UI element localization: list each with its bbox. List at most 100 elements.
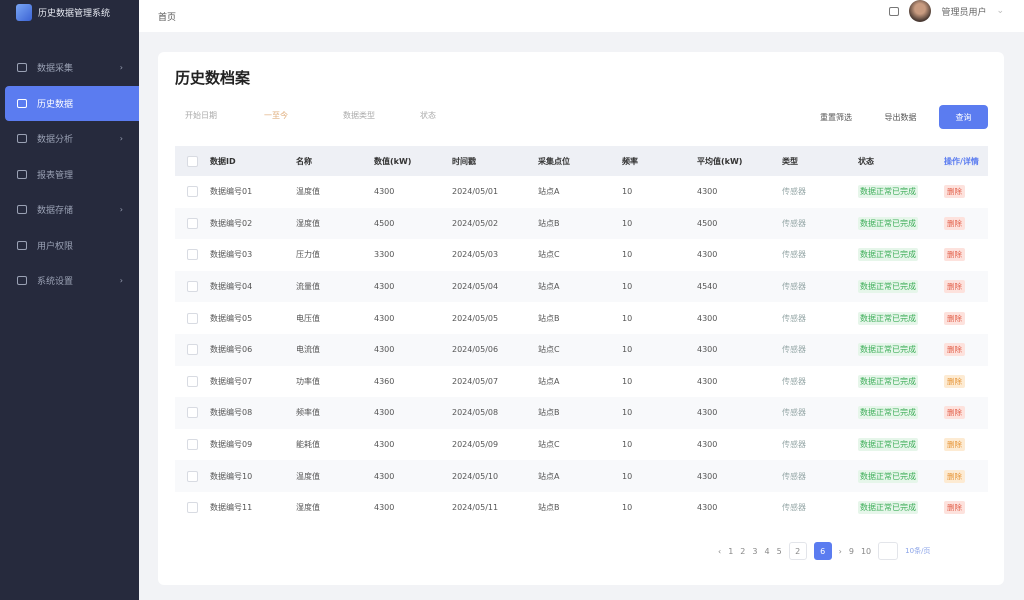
table-cell: 2024/05/04: [452, 282, 499, 292]
table-cell: 数据编号06: [210, 345, 253, 355]
query-button[interactable]: 查询: [939, 105, 988, 129]
delete-button[interactable]: 删除: [944, 280, 965, 294]
page-number[interactable]: 5: [776, 546, 782, 556]
date-range-label[interactable]: 一至今: [264, 111, 288, 120]
delete-button[interactable]: 删除: [944, 343, 965, 357]
page-number[interactable]: 3: [752, 546, 758, 556]
select-all-checkbox[interactable]: [187, 155, 198, 167]
sidebar-item-0[interactable]: 数据采集 ›: [0, 50, 139, 86]
table-cell: 4300: [374, 282, 395, 292]
table-row: 数据编号04 流量值 4300 2024/05/04 站点A 10 4540 传感器 数据正常已…: [175, 270, 988, 303]
table-cell: 4300: [697, 313, 718, 323]
avatar[interactable]: [909, 0, 932, 22]
chevron-down-icon[interactable]: ⌄: [996, 6, 1004, 16]
delete-button[interactable]: 删除: [944, 216, 965, 230]
table-cell: 数据编号02: [210, 218, 253, 228]
table-cell: 湿度值: [296, 218, 320, 228]
delete-button[interactable]: 删除: [944, 469, 965, 483]
top-header: 首页 管理员用户 ⌄: [139, 0, 1024, 32]
table-cell: 4300: [374, 440, 395, 450]
table-cell: 湿度值: [296, 503, 320, 513]
chevron-icon: ›: [119, 63, 123, 73]
table-cell: 数据编号01: [210, 187, 253, 197]
sidebar-item-6[interactable]: 系统设置 ›: [0, 263, 139, 299]
row-checkbox[interactable]: [187, 249, 198, 261]
row-checkbox[interactable]: [187, 186, 198, 198]
page-size-select[interactable]: 10条/页: [905, 547, 931, 555]
column-header[interactable]: 名称: [296, 156, 312, 166]
column-header[interactable]: 操作/详情: [944, 156, 979, 166]
row-checkbox[interactable]: [187, 439, 198, 451]
page-number[interactable]: 2: [788, 542, 807, 560]
status-tag: 数据正常已完成: [858, 185, 918, 199]
table-cell: 电流值: [296, 345, 320, 355]
table-row: 数据编号09 能耗值 4300 2024/05/09 站点C 10 4300 传感器 数据正常已…: [175, 429, 988, 461]
date-start-input[interactable]: 开始日期: [185, 111, 217, 120]
page-number[interactable]: 1: [728, 546, 734, 556]
table-cell: 站点B: [538, 218, 560, 228]
delete-button[interactable]: 删除: [944, 248, 965, 262]
row-checkbox[interactable]: [187, 407, 198, 419]
column-header[interactable]: 数值(kW): [374, 156, 412, 166]
table-cell: 传感器: [782, 471, 806, 481]
row-checkbox[interactable]: [187, 502, 198, 514]
delete-button[interactable]: 删除: [944, 438, 965, 452]
row-checkbox[interactable]: [187, 217, 198, 229]
table-cell: 4300: [374, 503, 395, 513]
column-header[interactable]: 平均值(kW): [697, 156, 743, 166]
table-cell: 电压值: [296, 313, 320, 323]
reset-button[interactable]: 重置筛选: [820, 112, 852, 122]
delete-button[interactable]: 删除: [944, 374, 965, 388]
message-icon[interactable]: [889, 6, 900, 16]
delete-button[interactable]: 删除: [944, 501, 965, 515]
page-title: 历史数档案: [175, 69, 251, 87]
delete-button[interactable]: 删除: [944, 406, 965, 420]
table-cell: 传感器: [782, 250, 806, 260]
row-checkbox[interactable]: [187, 375, 198, 387]
row-checkbox[interactable]: [187, 281, 198, 293]
page-number[interactable]: 4: [764, 546, 770, 556]
settings-icon: [17, 276, 27, 286]
table-row: 数据编号01 温度值 4300 2024/05/01 站点A 10 4300 传感器 数据正常已…: [175, 176, 988, 208]
chevron-icon: ›: [119, 205, 123, 215]
table-row: 数据编号05 电压值 4300 2024/05/05 站点B 10 4300 传感器 数据正常已…: [175, 302, 988, 334]
sidebar-item-4[interactable]: 数据存储 ›: [0, 192, 139, 228]
row-checkbox[interactable]: [187, 312, 198, 324]
table-cell: 4300: [697, 376, 718, 386]
prev-icon[interactable]: ‹: [718, 546, 722, 556]
export-button[interactable]: 导出数据: [884, 112, 917, 122]
table-cell: 传感器: [782, 440, 806, 450]
sidebar-item-1[interactable]: 历史数据: [5, 85, 139, 121]
page-number[interactable]: 2: [740, 546, 746, 556]
delete-button[interactable]: 删除: [944, 185, 965, 199]
table-cell: 4300: [374, 408, 395, 418]
status-select[interactable]: 状态: [420, 111, 436, 120]
delete-button[interactable]: 删除: [944, 311, 965, 325]
page-number[interactable]: 9: [848, 546, 854, 556]
column-header[interactable]: 数据ID: [210, 156, 236, 166]
app-title: 历史数据管理系统: [38, 9, 111, 19]
status-tag: 数据正常已完成: [858, 438, 918, 452]
column-header[interactable]: 类型: [782, 156, 798, 166]
username[interactable]: 管理员用户: [941, 7, 987, 18]
row-checkbox[interactable]: [187, 470, 198, 482]
column-header[interactable]: 时间戳: [452, 156, 476, 166]
type-select[interactable]: 数据类型: [343, 111, 375, 120]
current-page[interactable]: 6: [813, 542, 832, 560]
column-header[interactable]: 状态: [858, 156, 874, 166]
next-icon[interactable]: ›: [838, 546, 842, 556]
sidebar-item-3[interactable]: 报表管理: [0, 157, 139, 193]
breadcrumb[interactable]: 首页: [158, 12, 177, 23]
page-number[interactable]: 10: [860, 546, 872, 556]
column-header[interactable]: 频率: [622, 156, 638, 166]
jump-input[interactable]: [878, 542, 899, 560]
table-cell: 2024/05/11: [452, 503, 499, 513]
table-row: 数据编号11 湿度值 4300 2024/05/11 站点B 10 4300 传感器 数据正常已…: [175, 492, 988, 524]
sidebar: 历史数据管理系统 数据采集 › 历史数据 数据分析 › 报表管理 数据存储 › 用户权限系统设置…: [0, 0, 139, 600]
row-checkbox[interactable]: [187, 344, 198, 356]
column-header[interactable]: 采集点位: [538, 156, 570, 166]
sidebar-item-5[interactable]: 用户权限: [0, 228, 139, 264]
status-tag: 数据正常已完成: [858, 311, 918, 325]
sidebar-item-2[interactable]: 数据分析 ›: [0, 121, 139, 157]
sidebar-item-label: 用户权限: [37, 241, 74, 252]
